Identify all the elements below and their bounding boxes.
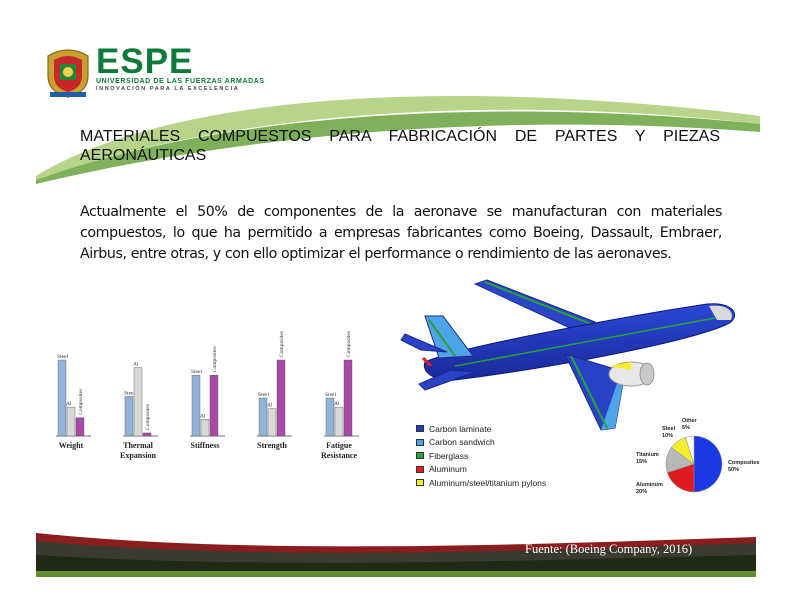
bar-steel	[325, 397, 335, 437]
bar-label: Steel	[191, 369, 202, 375]
pie-label: Titanium	[636, 452, 659, 458]
university-name: UNIVERSIDAD DE LAS FUERZAS ARMADAS	[96, 78, 265, 85]
bar-label: Composites	[145, 404, 151, 430]
bar-al	[66, 406, 76, 437]
legend-label: Carbon laminate	[429, 423, 492, 434]
category-label: Fatigue	[326, 441, 352, 450]
legend-item: Carbon sandwich	[416, 436, 616, 449]
bar-label: Composites	[78, 389, 84, 415]
pie-label: Steel	[662, 426, 676, 432]
bar-al	[267, 408, 277, 437]
vertical-stabilizer	[424, 315, 474, 359]
bar-label: Composites	[212, 346, 218, 372]
category-label: Weight	[59, 441, 84, 450]
horizontal-stabilizer-near	[418, 369, 476, 391]
bar-composites	[142, 432, 152, 437]
bar-label: Composites	[279, 331, 285, 357]
horizontal-stabilizer	[400, 333, 448, 353]
slide-body: Actualmente el 50% de componentes de la …	[80, 204, 722, 262]
espe-logo: ESPE UNIVERSIDAD DE LAS FUERZAS ARMADAS …	[44, 42, 264, 98]
pie-label: Aluminum	[636, 482, 663, 488]
aircraft-illustration	[400, 279, 736, 431]
bar-steel	[258, 397, 268, 437]
bar-label: Al	[334, 401, 340, 407]
material-legend: Carbon laminate Carbon sandwich Fiberglass…	[416, 422, 616, 490]
legend-label: Carbon sandwich	[429, 437, 495, 448]
pie-label: 10%	[662, 433, 673, 439]
bar-al	[133, 367, 143, 437]
legend-swatch	[416, 465, 424, 473]
legend-item: Aluminum/steel/titanium pylons	[416, 476, 616, 489]
pie-label: 20%	[636, 489, 647, 495]
university-motto: INNOVACIÓN PARA LA EXCELENCIA	[96, 86, 240, 92]
legend-swatch	[416, 425, 424, 432]
footer-swoosh	[36, 533, 756, 577]
legend-swatch	[416, 479, 424, 487]
bar-composites	[75, 417, 85, 437]
legend-label: Fiberglass	[429, 450, 469, 461]
bar-label: Steel	[325, 392, 336, 398]
source-citation: Fuente: (Boeing Company, 2016)	[525, 542, 693, 556]
bar-al	[200, 419, 210, 437]
category-label: Thermal	[123, 441, 154, 450]
legend-label: Aluminum/steel/titanium pylons	[429, 477, 547, 488]
bar-composites	[209, 375, 219, 437]
header-swoosh	[36, 95, 760, 184]
category-label: Resistance	[321, 451, 357, 460]
brand-name: ESPE	[96, 42, 194, 81]
fuselage	[423, 303, 736, 381]
legend-item: Fiberglass	[416, 449, 616, 462]
bar-label: Al	[66, 401, 72, 407]
pie-label: 5%	[682, 425, 690, 431]
pie-slice-other	[685, 435, 695, 465]
bar-label: Steel	[124, 390, 135, 396]
legend-label: Aluminum	[429, 464, 467, 475]
category-label: Stiffness	[191, 441, 220, 450]
bar-composites	[343, 359, 353, 437]
university-crest-icon	[47, 49, 89, 98]
bar-label: Al	[200, 413, 206, 419]
legend-item: Carbon laminate	[416, 422, 616, 435]
legend-swatch	[416, 438, 424, 446]
legend-item: Aluminum	[416, 463, 616, 476]
material-comparison-chart: Steel Al Composites Weight Steel Al Composites…	[56, 331, 359, 460]
bar-steel	[191, 375, 201, 437]
category-label: Strength	[257, 441, 287, 450]
pie-label: Other	[682, 418, 698, 424]
bar-label: Steel	[258, 392, 269, 398]
slide-title: MATERIALES COMPUESTOS PARA FABRICACIÓN D…	[80, 128, 720, 164]
bar-steel	[124, 396, 134, 437]
pie-slice-composites	[693, 435, 723, 493]
category-label: Expansion	[120, 451, 157, 460]
bar-al	[334, 406, 344, 437]
bar-label: Al	[133, 362, 139, 368]
bar-label: Steel	[57, 354, 68, 360]
bar-label: Al	[267, 403, 273, 409]
pie-label: 15%	[636, 459, 647, 465]
bar-label: Composites	[346, 331, 352, 357]
legend-swatch	[416, 452, 424, 460]
pie-label: 50%	[728, 467, 739, 473]
bar-steel	[57, 359, 67, 437]
pie-label: Composites	[728, 460, 759, 466]
bar-composites	[276, 359, 286, 437]
